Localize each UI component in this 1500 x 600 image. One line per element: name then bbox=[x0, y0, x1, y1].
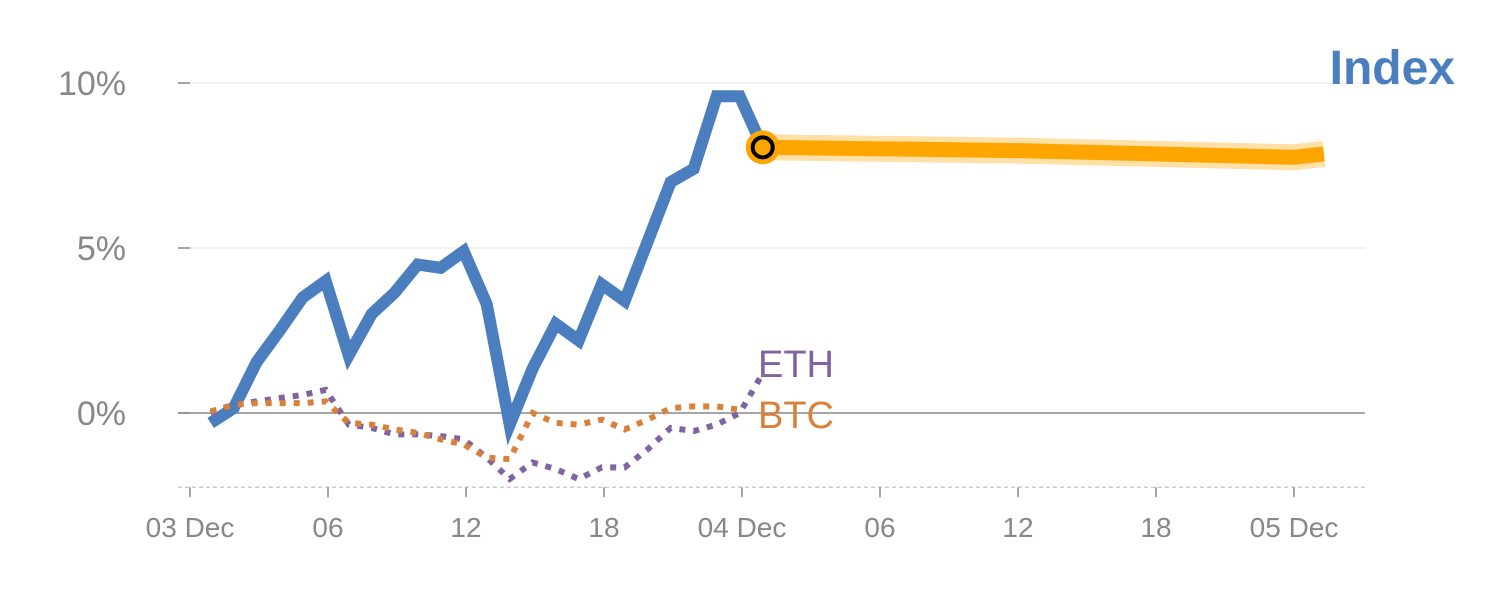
y-tick-label: 0% bbox=[77, 395, 126, 433]
y-tick-label: 10% bbox=[58, 65, 126, 103]
x-tick-label: 12 bbox=[1002, 512, 1033, 543]
axes: 0% 5% 10% 03 Dec 06 12 18 04 Dec 06 12 18 05 Dec bbox=[58, 65, 1365, 543]
gridlines bbox=[178, 82, 1365, 414]
x-tick-label: 06 bbox=[312, 512, 343, 543]
x-tick-label: 06 bbox=[864, 512, 895, 543]
eth-label: ETH bbox=[758, 344, 834, 386]
chart-title: Index bbox=[1330, 42, 1456, 95]
x-tick-label: 12 bbox=[450, 512, 481, 543]
forecast-start-marker bbox=[745, 130, 780, 165]
x-tick-label: 05 Dec bbox=[1250, 512, 1339, 543]
x-tick-label: 04 Dec bbox=[698, 512, 787, 543]
y-tick-label: 5% bbox=[77, 230, 126, 268]
btc-label: BTC bbox=[758, 395, 834, 437]
eth-line bbox=[209, 371, 766, 483]
series-lines bbox=[207, 90, 1326, 483]
index-line bbox=[207, 90, 769, 446]
x-tick-label: 18 bbox=[588, 512, 619, 543]
btc-line bbox=[209, 398, 741, 463]
forecast-line bbox=[762, 139, 1325, 165]
x-tick-label: 03 Dec bbox=[146, 512, 235, 543]
forecast-start-marker-ring bbox=[750, 135, 775, 160]
x-tick-label: 18 bbox=[1140, 512, 1171, 543]
